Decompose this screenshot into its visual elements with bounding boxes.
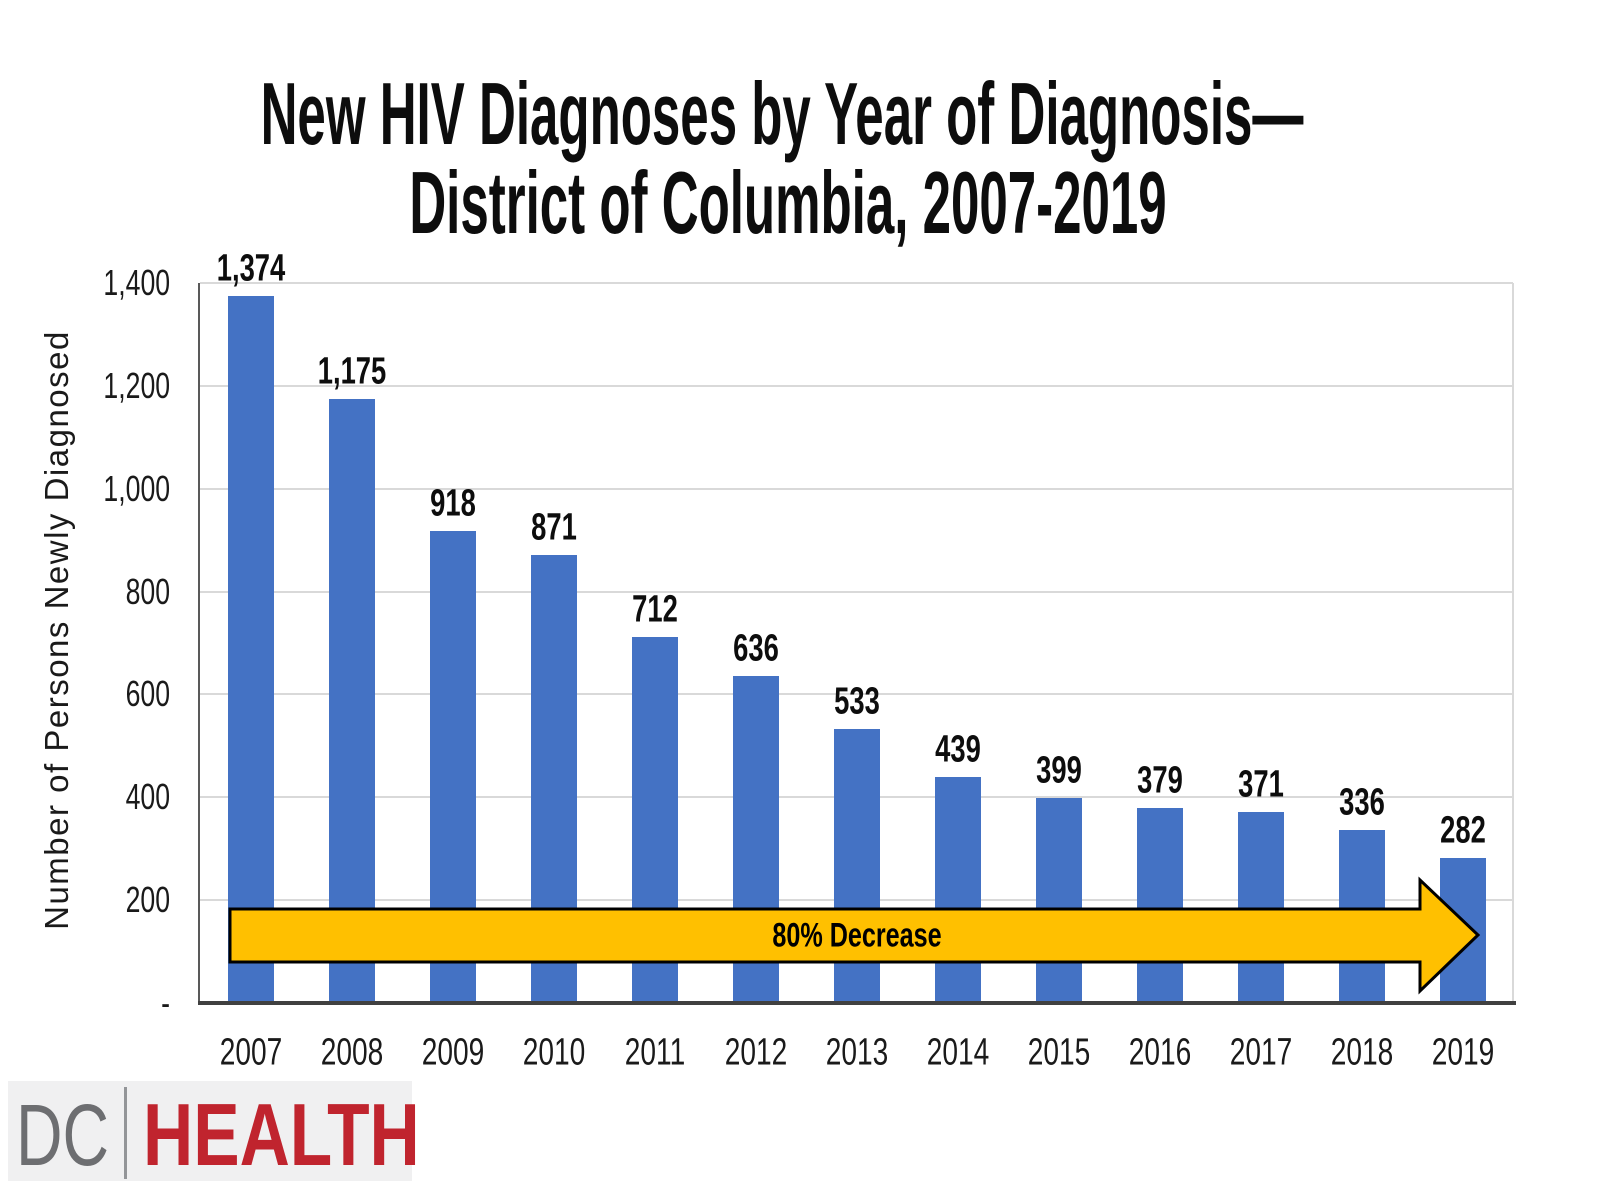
- chart-title-line-2: District of Columbia, 2007-2019: [409, 153, 1167, 252]
- x-tick-label: 2013: [825, 1031, 888, 1074]
- bar-value-label: 712: [631, 588, 678, 631]
- x-tick-label: 2010: [522, 1031, 585, 1074]
- bar-value-label: 282: [1439, 809, 1486, 852]
- x-tick-label: 2019: [1431, 1031, 1494, 1074]
- x-tick-label: 2009: [421, 1031, 484, 1074]
- bar-value-label: 533: [833, 680, 880, 723]
- y-tick-label: 1,200: [103, 364, 170, 406]
- bar-value-label: 918: [429, 482, 476, 525]
- dc-health-logo-separator: [124, 1087, 127, 1179]
- y-axis-line: [198, 283, 200, 1005]
- chart-title-line-1: New HIV Diagnoses by Year of Diagnosis—: [260, 64, 1304, 163]
- y-tick-label: 400: [125, 776, 170, 818]
- bar-value-label: 1,175: [317, 350, 386, 393]
- bar: [1035, 797, 1082, 1003]
- x-tick-label: 2015: [1027, 1031, 1090, 1074]
- bar: [1136, 808, 1183, 1003]
- bar-value-label: 371: [1237, 763, 1284, 806]
- x-tick-label: 2016: [1128, 1031, 1191, 1074]
- gridline: [200, 590, 1513, 593]
- dc-health-logo-dc-text: DC: [16, 1087, 109, 1184]
- x-tick-label: 2018: [1330, 1031, 1393, 1074]
- bar: [328, 398, 375, 1003]
- bar-value-label: 636: [732, 627, 779, 670]
- dc-health-logo: [8, 1081, 412, 1181]
- bar: [227, 296, 274, 1003]
- y-tick-label: -: [161, 982, 170, 1023]
- decrease-arrow-label: 80% Decrease: [772, 916, 942, 955]
- bar-value-label: 439: [934, 728, 981, 771]
- bar-value-label: 871: [530, 506, 577, 549]
- y-tick-label: 200: [125, 879, 170, 921]
- plot-right-border: [1512, 283, 1514, 1003]
- x-tick-label: 2012: [724, 1031, 787, 1074]
- x-axis-line: [198, 1001, 1516, 1005]
- y-tick-label: 1,400: [103, 262, 170, 303]
- gridline: [200, 282, 1513, 284]
- x-tick-label: 2017: [1229, 1031, 1292, 1074]
- decrease-arrow-shape: [228, 876, 1481, 995]
- bar-value-label: 399: [1035, 749, 1082, 792]
- bar-value-label: 379: [1136, 759, 1183, 802]
- dc-health-logo-health-text: HEALTH: [143, 1085, 420, 1184]
- bar-value-label: 1,374: [216, 247, 285, 290]
- y-tick-label: 1,000: [103, 467, 170, 509]
- y-tick-label: 800: [125, 570, 170, 612]
- x-tick-label: 2007: [219, 1031, 282, 1074]
- bar-value-label: 336: [1338, 781, 1385, 824]
- x-tick-label: 2014: [926, 1031, 989, 1074]
- x-tick-label: 2008: [320, 1031, 383, 1074]
- y-tick-label: 600: [125, 673, 170, 715]
- gridline: [200, 384, 1513, 387]
- gridline: [200, 693, 1513, 696]
- bar: [934, 777, 981, 1003]
- x-tick-label: 2011: [624, 1031, 685, 1074]
- gridline: [200, 487, 1513, 490]
